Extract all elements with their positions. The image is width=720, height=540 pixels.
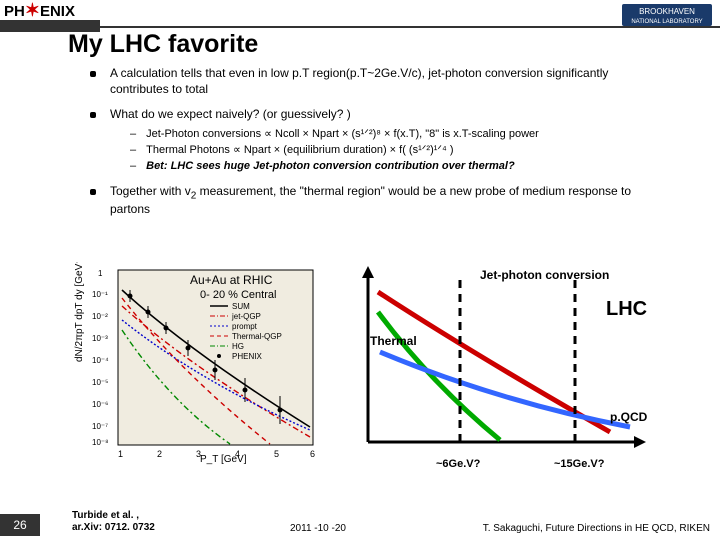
- bnl-logo: BROOKHAVEN NATIONAL LABORATORY: [622, 4, 712, 26]
- sub-1-text: Jet-Photon conversions ∝ Ncoll × Npart ×…: [146, 127, 539, 141]
- svg-text:10⁻⁴: 10⁻⁴: [92, 356, 109, 365]
- bullet-1-text: A calculation tells that even in low p.T…: [110, 66, 670, 97]
- svg-text:5: 5: [274, 449, 279, 459]
- lhc-label: LHC: [606, 298, 647, 321]
- pqcd-label: p.QCD: [610, 410, 647, 424]
- svg-text:1: 1: [98, 269, 103, 278]
- svg-text:2: 2: [157, 449, 162, 459]
- svg-text:HG: HG: [232, 342, 244, 351]
- dash-icon: –: [130, 159, 136, 173]
- bnl-line2: NATIONAL LABORATORY: [624, 17, 710, 28]
- bullet-icon: [90, 189, 96, 195]
- bullet-3: Together with v2 measurement, the "therm…: [90, 184, 670, 218]
- page-number: 26: [0, 514, 40, 536]
- svg-text:6: 6: [310, 449, 315, 459]
- content-area: A calculation tells that even in low p.T…: [90, 66, 670, 228]
- bullet-3-text: Together with v2 measurement, the "therm…: [110, 184, 670, 218]
- citation: Turbide et al. , ar.Xiv: 0712. 0732: [72, 510, 155, 534]
- b3-pre: Together with v: [110, 184, 191, 198]
- svg-text:10⁻⁸: 10⁻⁸: [92, 438, 109, 447]
- phenix-enix: ENIX: [40, 3, 75, 20]
- jet-photon-label: Jet-photon conversion: [480, 268, 609, 282]
- x2-label: ~15Ge.V?: [554, 458, 604, 470]
- footer-date: 2011 -10 -20: [290, 523, 346, 534]
- bullet-2-text: What do we expect naively? (or guessivel…: [110, 107, 351, 123]
- svg-text:3: 3: [196, 449, 201, 459]
- sub-3: –Bet: LHC sees huge Jet-photon conversio…: [130, 159, 670, 173]
- sub-2: –Thermal Photons ∝ Npart × (equilibrium …: [130, 143, 670, 157]
- footer: 26 Turbide et al. , ar.Xiv: 0712. 0732 2…: [0, 508, 720, 536]
- svg-text:4: 4: [235, 449, 240, 459]
- svg-text:10⁻⁷: 10⁻⁷: [92, 422, 108, 431]
- thermal-label: Thermal: [370, 334, 417, 348]
- svg-text:10⁻²: 10⁻²: [92, 312, 108, 321]
- sub-bullets: –Jet-Photon conversions ∝ Ncoll × Npart …: [130, 127, 670, 174]
- svg-text:10⁻³: 10⁻³: [92, 334, 108, 343]
- svg-text:jet-QGP: jet-QGP: [231, 312, 261, 321]
- bullet-2: What do we expect naively? (or guessivel…: [90, 107, 670, 123]
- svg-text:10⁻⁶: 10⁻⁶: [92, 400, 108, 409]
- spark-icon: ✶: [25, 0, 40, 20]
- x-arrow-icon: [634, 436, 646, 448]
- bullet-icon: [90, 112, 96, 118]
- svg-text:SUM: SUM: [232, 302, 250, 311]
- svg-text:10⁻¹: 10⁻¹: [92, 290, 108, 299]
- bullet-1: A calculation tells that even in low p.T…: [90, 66, 670, 97]
- citation-l1: Turbide et al. ,: [72, 510, 155, 522]
- chart-area: Au+Au at RHIC 0- 20 % Central dN/2πpT dp…: [70, 262, 650, 482]
- citation-l2: ar.Xiv: 0712. 0732: [72, 522, 155, 534]
- bullet-icon: [90, 71, 96, 77]
- svg-text:Thermal-QGP: Thermal-QGP: [232, 332, 282, 341]
- footer-author: T. Sakaguchi, Future Directions in HE QC…: [483, 523, 710, 534]
- bnl-line1: BROOKHAVEN: [624, 6, 710, 17]
- x1-label: ~6Ge.V?: [436, 458, 480, 470]
- svg-text:PHENIX: PHENIX: [232, 352, 262, 361]
- phenix-ph: PH: [4, 3, 25, 20]
- svg-text:1: 1: [118, 449, 123, 459]
- dash-icon: –: [130, 127, 136, 141]
- sub-3-text: Bet: LHC sees huge Jet-photon conversion…: [146, 159, 515, 173]
- svg-text:prompt: prompt: [232, 322, 258, 331]
- rhic-chart: Au+Au at RHIC 0- 20 % Central dN/2πpT dp…: [70, 262, 330, 472]
- svg-text:10⁻⁵: 10⁻⁵: [92, 378, 108, 387]
- sub-1: –Jet-Photon conversions ∝ Ncoll × Npart …: [130, 127, 670, 141]
- lhc-schematic: [350, 262, 650, 482]
- chart-title: Au+Au at RHIC: [190, 273, 273, 287]
- y-ticks: 1 10⁻¹ 10⁻² 10⁻³ 10⁻⁴ 10⁻⁵ 10⁻⁶ 10⁻⁷ 10⁻…: [92, 269, 109, 447]
- chart-ylabel: dN/2πpT dpT dy [GeV⁻²]: [74, 262, 85, 362]
- sub-2-text: Thermal Photons ∝ Npart × (equilibrium d…: [146, 143, 453, 157]
- slide-title: My LHC favorite: [68, 30, 258, 59]
- y-arrow-icon: [362, 266, 374, 278]
- chart-subtitle: 0- 20 % Central: [200, 289, 276, 301]
- phenix-logo: PH✶ENIX: [4, 0, 75, 21]
- dash-icon: –: [130, 143, 136, 157]
